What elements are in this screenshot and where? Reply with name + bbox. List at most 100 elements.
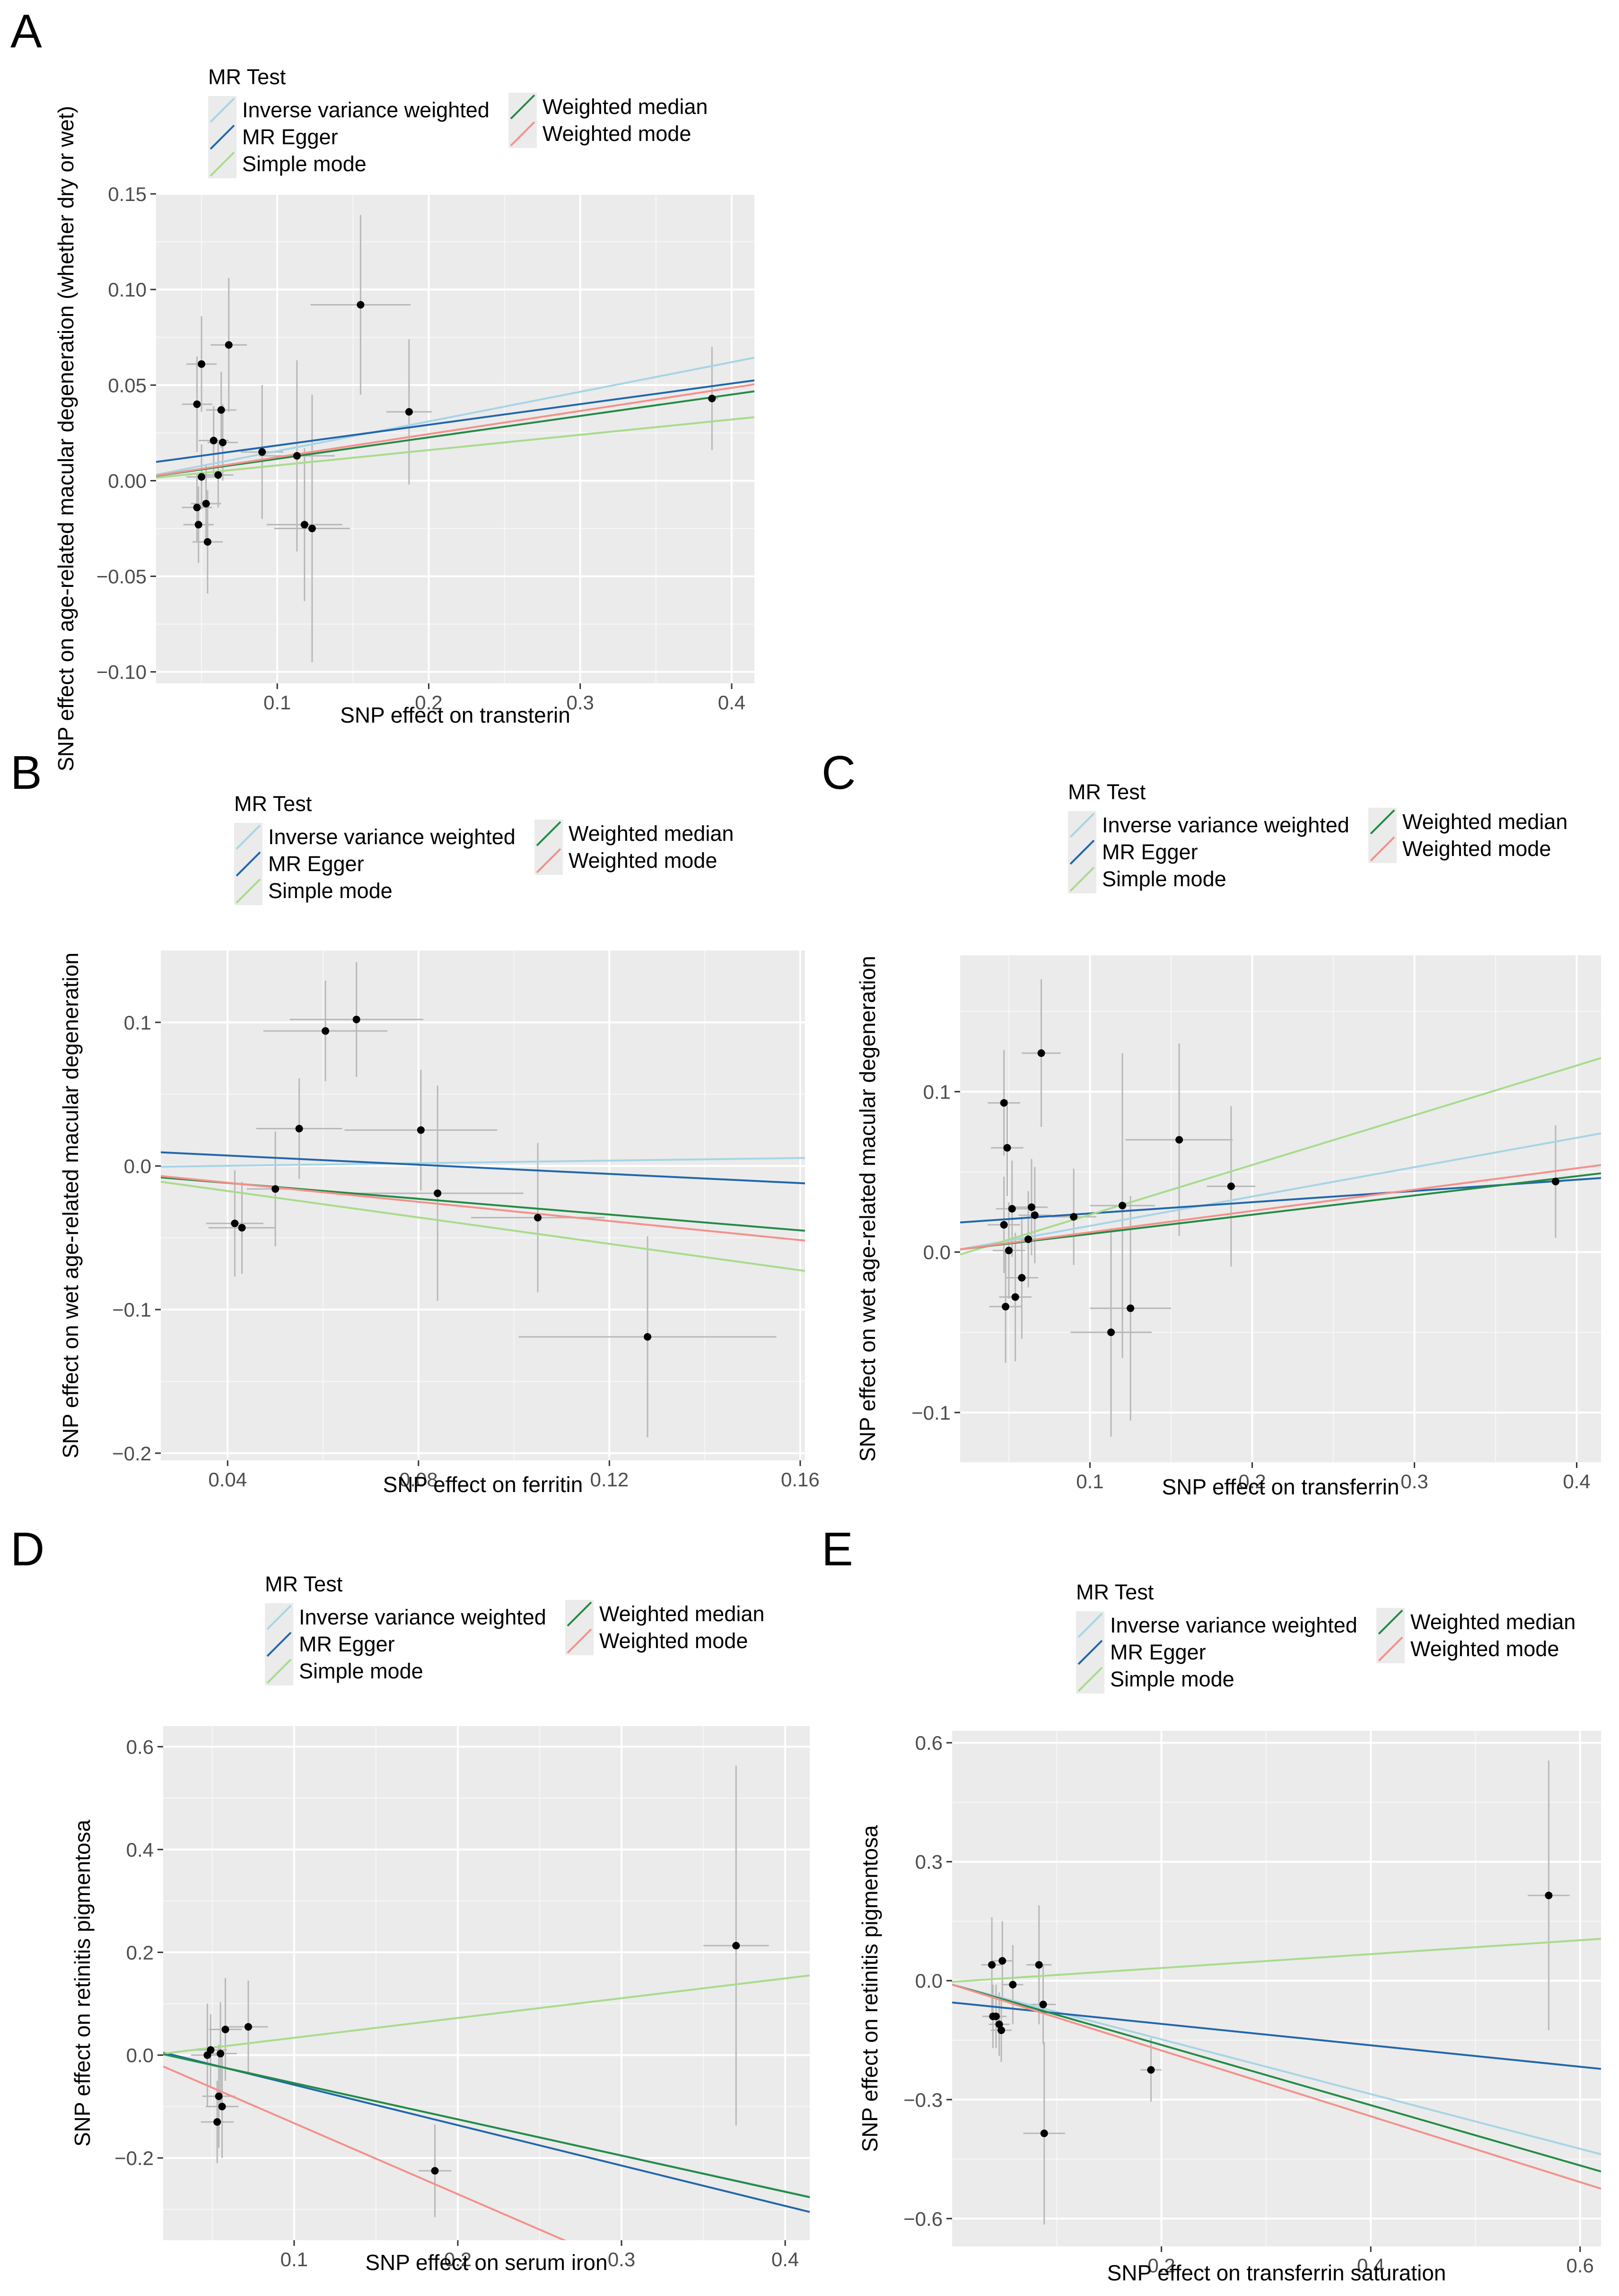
data-point <box>405 408 413 416</box>
plot-background <box>163 1726 810 2240</box>
data-point <box>988 1961 996 1969</box>
legend-label: Weighted median <box>1402 810 1567 834</box>
data-point <box>231 1219 239 1227</box>
data-point <box>431 2167 439 2175</box>
y-axis-title: SNP effect on age-related macular degene… <box>53 106 78 771</box>
x-tick-label: 0.2 <box>444 2248 472 2270</box>
data-point <box>1039 2000 1047 2008</box>
legend-title: MR Test <box>234 792 312 816</box>
legend-label: Simple mode <box>1110 1667 1234 1691</box>
data-point <box>225 341 233 349</box>
y-tick-label: −0.3 <box>903 2089 943 2111</box>
legend-key-line <box>536 848 561 873</box>
data-point <box>998 2026 1006 2034</box>
legend-label: Simple mode <box>242 152 367 176</box>
legend-item: Weighted median <box>534 820 734 848</box>
legend-item: Inverse variance weighted <box>265 1603 546 1632</box>
regression-line <box>156 357 754 476</box>
panel-letter: D <box>10 1523 44 1576</box>
legend-label: Weighted mode <box>599 1629 748 1653</box>
legend-key-line <box>210 151 235 177</box>
x-tick-label: 0.6 <box>1566 2254 1594 2277</box>
legend-title: MR Test <box>1068 780 1146 804</box>
regression-line <box>952 2001 1601 2070</box>
data-point <box>1000 1221 1008 1229</box>
y-tick-label: −0.05 <box>96 566 147 588</box>
legend-key-line <box>1069 839 1095 865</box>
legend-item: MR Egger <box>208 123 338 151</box>
data-point <box>708 394 716 402</box>
data-point <box>1024 1235 1033 1243</box>
legend-key-line <box>1077 1640 1103 1665</box>
legend-label: Inverse variance weighted <box>1110 1613 1357 1637</box>
data-point <box>1027 1203 1035 1211</box>
legend-item: Weighted mode <box>565 1627 748 1655</box>
legend-label: MR Egger <box>242 125 338 149</box>
legend-label: Simple mode <box>1102 867 1226 891</box>
legend-label: Weighted mode <box>1402 837 1551 861</box>
y-axis-title: SNP effect on wet age-related macular de… <box>58 952 83 1458</box>
data-point <box>219 438 227 446</box>
panel-letter: A <box>10 5 42 58</box>
legend-item: Weighted mode <box>508 120 691 148</box>
legend-item: MR Egger <box>234 850 364 878</box>
regression-line <box>952 1938 1601 1983</box>
y-tick-label: 0.15 <box>108 183 147 205</box>
data-point <box>1551 1178 1559 1186</box>
legend-label: MR Egger <box>1110 1640 1206 1664</box>
legend-label: Inverse variance weighted <box>1102 813 1349 837</box>
data-point <box>1003 1144 1011 1152</box>
grid <box>163 1726 810 2240</box>
legend-key-line <box>510 121 535 147</box>
y-tick-label: −0.6 <box>903 2208 943 2230</box>
data-point <box>1545 1891 1553 1899</box>
legend-label: Weighted mode <box>569 848 717 873</box>
data-point <box>417 1126 425 1134</box>
panel-letter: C <box>822 746 856 799</box>
data-point <box>644 1333 652 1341</box>
y-tick-label: 0.6 <box>915 1732 943 1754</box>
legend-key-line <box>1378 1636 1403 1662</box>
legend-label: Weighted mode <box>1410 1637 1559 1661</box>
data-point <box>1002 1302 1010 1310</box>
regression-line <box>960 1172 1601 1250</box>
regression-line <box>952 1983 1601 2190</box>
y-tick-label: 0.6 <box>126 1736 154 1758</box>
y-tick-label: −0.1 <box>911 1402 951 1424</box>
data-point <box>1119 1202 1127 1210</box>
regression-line <box>156 383 754 477</box>
legend-key-line <box>1370 836 1395 862</box>
legend: MR Test Inverse variance weighted MR Egger… <box>208 65 708 178</box>
legend: MR Test Inverse variance weighted MR Egger… <box>234 792 734 905</box>
data-layer <box>156 215 754 663</box>
data-point <box>238 1224 246 1232</box>
y-tick-label: −0.10 <box>96 661 147 683</box>
regression-line <box>156 379 754 463</box>
plot-background <box>156 194 754 683</box>
legend-key-line <box>1077 1667 1103 1692</box>
data-point <box>207 2046 215 2054</box>
regression-line <box>163 1974 810 2055</box>
data-point <box>1227 1182 1235 1190</box>
legend-item: Simple mode <box>1068 865 1226 893</box>
data-point <box>1127 1304 1135 1312</box>
legend-label: Weighted median <box>543 95 708 119</box>
regression-line <box>156 416 754 479</box>
legend-item: Weighted median <box>1376 1608 1575 1636</box>
x-tick-label: 0.08 <box>399 1468 438 1491</box>
data-point <box>995 2020 1003 2028</box>
data-point <box>1070 1213 1078 1221</box>
regression-line <box>161 1180 805 1272</box>
data-point <box>998 1957 1006 1965</box>
legend-key-line <box>236 878 261 904</box>
legend-title: MR Test <box>1076 1580 1154 1604</box>
legend-item: Weighted median <box>1368 808 1567 836</box>
regression-line <box>952 1983 1601 2173</box>
legend-item: Inverse variance weighted <box>234 823 516 851</box>
regression-line <box>156 390 754 477</box>
legend-key-line <box>1069 812 1095 838</box>
data-point <box>322 1027 330 1035</box>
legend-item: MR Egger <box>1068 838 1198 866</box>
data-point <box>1000 1099 1008 1107</box>
x-tick-label: 0.2 <box>1147 2254 1175 2277</box>
